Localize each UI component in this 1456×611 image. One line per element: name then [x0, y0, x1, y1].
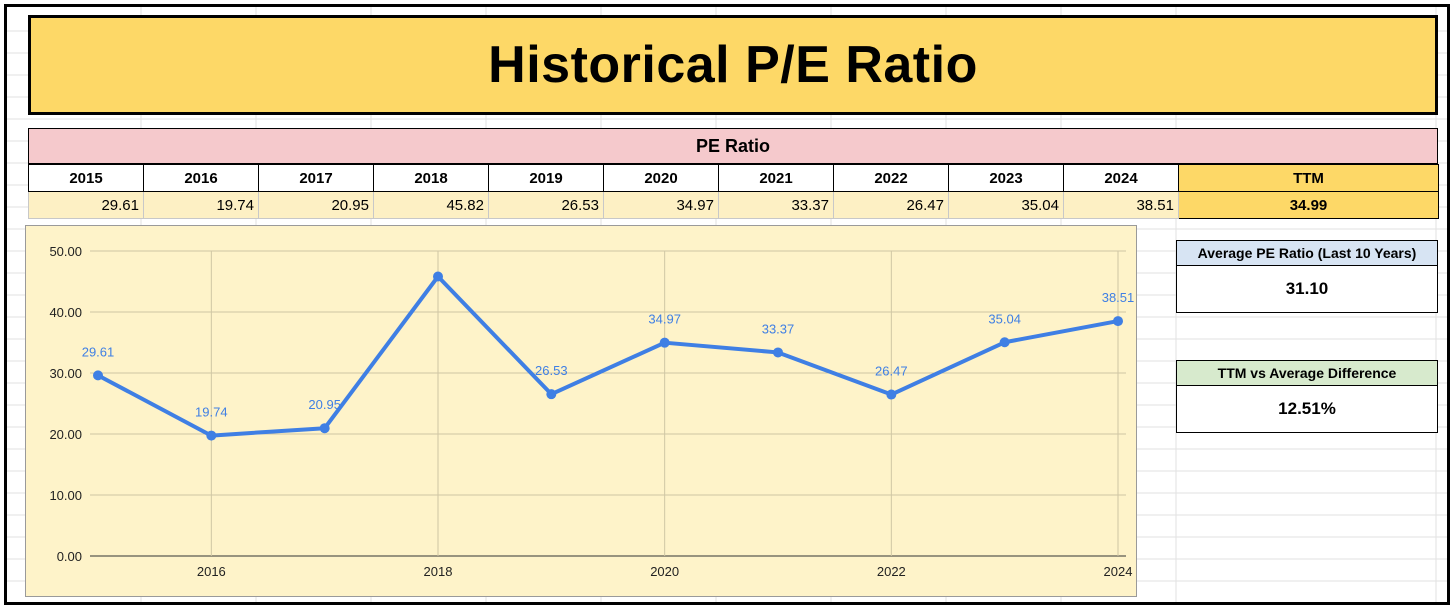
- x-tick-label: 2018: [424, 564, 453, 579]
- y-tick-label: 30.00: [49, 366, 82, 381]
- year-header-row: 2015 2016 2017 2018 2019 2020 2021 2022 …: [28, 164, 1439, 192]
- data-point: [319, 423, 330, 434]
- pe-value-cell[interactable]: 38.51: [1063, 191, 1179, 219]
- data-label: 26.53: [535, 363, 568, 378]
- data-point: [93, 370, 103, 381]
- title-banner: Historical P/E Ratio: [28, 15, 1438, 115]
- pe-value-cell[interactable]: 33.37: [718, 191, 834, 219]
- year-cell[interactable]: 2018: [373, 164, 489, 192]
- data-label: 29.61: [82, 344, 115, 359]
- data-label: 26.47: [875, 364, 908, 379]
- ttm-difference-label: TTM vs Average Difference: [1177, 361, 1437, 386]
- year-cell[interactable]: 2024: [1063, 164, 1179, 192]
- y-tick-label: 0.00: [57, 549, 82, 564]
- pe-value-cell[interactable]: 26.53: [488, 191, 604, 219]
- data-point: [886, 389, 897, 400]
- data-label: 38.51: [1102, 290, 1135, 305]
- y-tick-label: 50.00: [49, 244, 82, 259]
- data-point: [206, 430, 217, 441]
- data-point: [999, 337, 1010, 348]
- pe-value-cell[interactable]: 26.47: [833, 191, 949, 219]
- year-cell[interactable]: 2017: [258, 164, 374, 192]
- x-tick-label: 2016: [197, 564, 226, 579]
- pe-line-chart[interactable]: 0.00 10.00 20.00 30.00 40.00 50.00 2016 2018 202…: [25, 225, 1137, 597]
- data-label: 34.97: [648, 312, 681, 327]
- average-pe-box: Average PE Ratio (Last 10 Years) 31.10: [1176, 240, 1438, 313]
- ttm-header-cell[interactable]: TTM: [1178, 164, 1439, 192]
- data-label: 33.37: [762, 321, 795, 336]
- year-cell[interactable]: 2019: [488, 164, 604, 192]
- x-tick-label: 2022: [877, 564, 906, 579]
- x-tick-label: 2020: [650, 564, 679, 579]
- pe-value-row: 29.61 19.74 20.95 45.82 26.53 34.97 33.3…: [28, 191, 1439, 219]
- data-point: [433, 271, 443, 282]
- chart-canvas: 0.00 10.00 20.00 30.00 40.00 50.00 2016 2018 202…: [49, 244, 1135, 579]
- year-cell[interactable]: 2023: [948, 164, 1064, 192]
- page-title: Historical P/E Ratio: [488, 36, 978, 94]
- data-label: 19.74: [195, 405, 228, 420]
- pe-value-cell[interactable]: 29.61: [28, 191, 144, 219]
- data-point: [659, 337, 670, 348]
- ttm-value-cell[interactable]: 34.99: [1178, 191, 1439, 219]
- data-point: [546, 389, 557, 400]
- pe-value-cell[interactable]: 20.95: [258, 191, 374, 219]
- data-label: 20.95: [308, 397, 341, 412]
- pe-value-cell[interactable]: 34.97: [603, 191, 719, 219]
- pe-value-cell[interactable]: 35.04: [948, 191, 1064, 219]
- series-line: [96, 274, 1120, 438]
- year-cell[interactable]: 2020: [603, 164, 719, 192]
- average-pe-label: Average PE Ratio (Last 10 Years): [1177, 241, 1437, 266]
- y-tick-label: 10.00: [49, 488, 82, 503]
- pe-value-cell[interactable]: 19.74: [143, 191, 259, 219]
- ttm-difference-value[interactable]: 12.51%: [1278, 399, 1336, 418]
- data-label: 35.04: [988, 311, 1021, 326]
- pe-ratio-table: 2015 2016 2017 2018 2019 2020 2021 2022 …: [28, 164, 1439, 219]
- sheet-frame: Historical P/E Ratio PE Ratio 2015 2016 …: [4, 4, 1450, 605]
- x-tick-label: 2024: [1104, 564, 1133, 579]
- year-cell[interactable]: 2015: [28, 164, 144, 192]
- data-point: [1113, 316, 1123, 327]
- data-point: [773, 347, 783, 358]
- year-cell[interactable]: 2021: [718, 164, 834, 192]
- year-cell[interactable]: 2022: [833, 164, 949, 192]
- y-tick-label: 20.00: [49, 427, 82, 442]
- ttm-difference-box: TTM vs Average Difference 12.51%: [1176, 360, 1438, 433]
- y-tick-label: 40.00: [49, 305, 82, 320]
- pe-value-cell[interactable]: 45.82: [373, 191, 489, 219]
- year-cell[interactable]: 2016: [143, 164, 259, 192]
- average-pe-value[interactable]: 31.10: [1285, 279, 1329, 298]
- pe-ratio-header: PE Ratio: [28, 128, 1438, 164]
